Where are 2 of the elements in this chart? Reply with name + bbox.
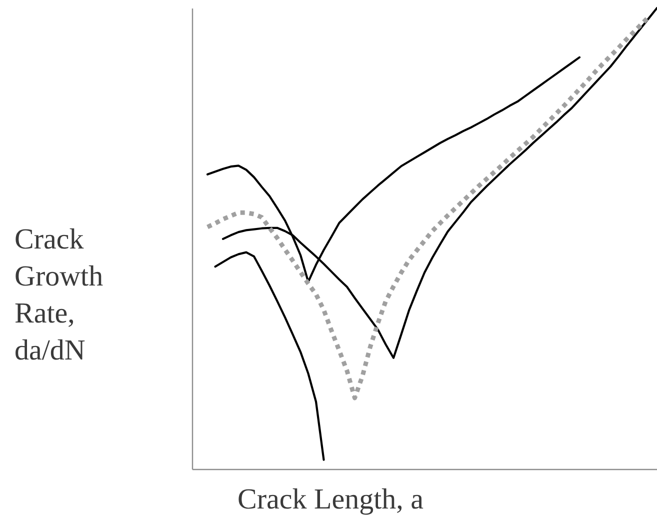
y-axis-title: Crack Growth Rate, da/dN bbox=[14, 224, 104, 366]
x-axis-title: Crack Length, a bbox=[237, 484, 424, 516]
